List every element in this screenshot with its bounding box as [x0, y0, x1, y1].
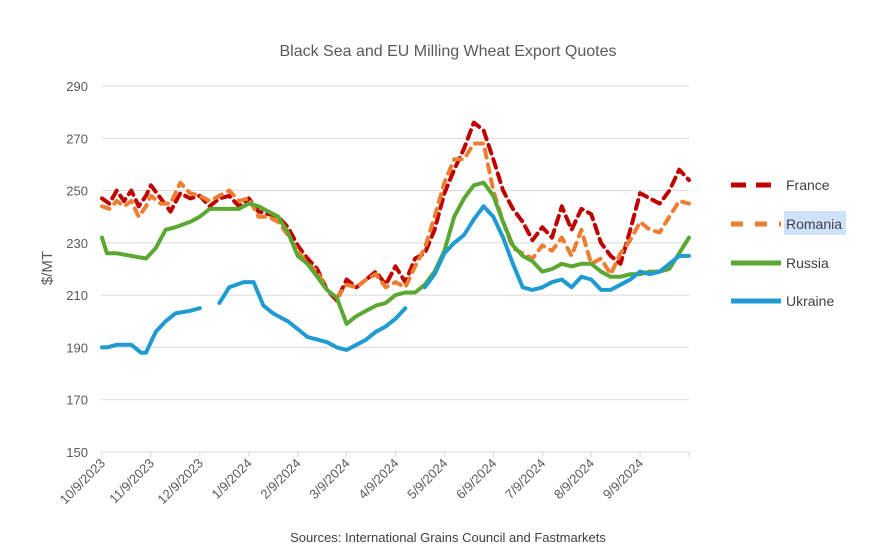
legend-label: Russia	[786, 255, 829, 271]
y-axis-ticks: 150 170 190 210 230 250 270 290	[66, 79, 88, 460]
legend: France Romania Russia Ukraine	[731, 177, 846, 309]
legend-label: Romania	[786, 216, 842, 232]
x-tick-label: 7/9/2024	[502, 456, 548, 502]
legend-label: France	[786, 177, 830, 193]
y-tick-label: 150	[66, 445, 88, 460]
x-tick-label: 5/9/2024	[404, 456, 450, 502]
legend-item-france: France	[731, 177, 830, 193]
x-tick-label: 4/9/2024	[355, 456, 401, 502]
series-line-ukraine	[100, 204, 691, 355]
y-tick-label: 290	[66, 79, 88, 94]
x-tick-label: 1/9/2024	[208, 456, 254, 502]
x-tick-label: 9/9/2024	[600, 456, 646, 502]
chart-title: Black Sea and EU Milling Wheat Export Qu…	[279, 43, 616, 60]
x-tick-label: 11/9/2023	[106, 456, 157, 507]
y-tick-label: 210	[66, 288, 88, 303]
series-line-russia	[100, 180, 691, 326]
series-lines	[100, 120, 691, 355]
legend-highlight	[784, 211, 846, 235]
series-line-romania	[100, 141, 691, 300]
y-axis-label: $/MT	[39, 251, 56, 285]
y-tick-label: 190	[66, 340, 88, 355]
legend-item-russia: Russia	[731, 255, 829, 271]
x-tick-label: 6/9/2024	[453, 456, 499, 502]
y-tick-label: 250	[66, 184, 88, 199]
source-note: Sources: International Grains Council an…	[290, 530, 606, 545]
x-tick-label: 12/9/2023	[154, 456, 206, 508]
x-tick-label: 2/9/2024	[257, 456, 303, 502]
legend-label: Ukraine	[786, 293, 834, 309]
series-line-france	[100, 120, 691, 303]
legend-item-romania: Romania	[731, 211, 846, 235]
x-tick-label: 8/9/2024	[551, 456, 597, 502]
legend-item-ukraine: Ukraine	[731, 293, 834, 309]
y-tick-label: 170	[66, 393, 88, 408]
x-tick-label: 10/9/2023	[57, 456, 109, 508]
x-tick-label: 3/9/2024	[306, 456, 352, 502]
y-tick-label: 230	[66, 236, 88, 251]
y-tick-label: 270	[66, 131, 88, 146]
